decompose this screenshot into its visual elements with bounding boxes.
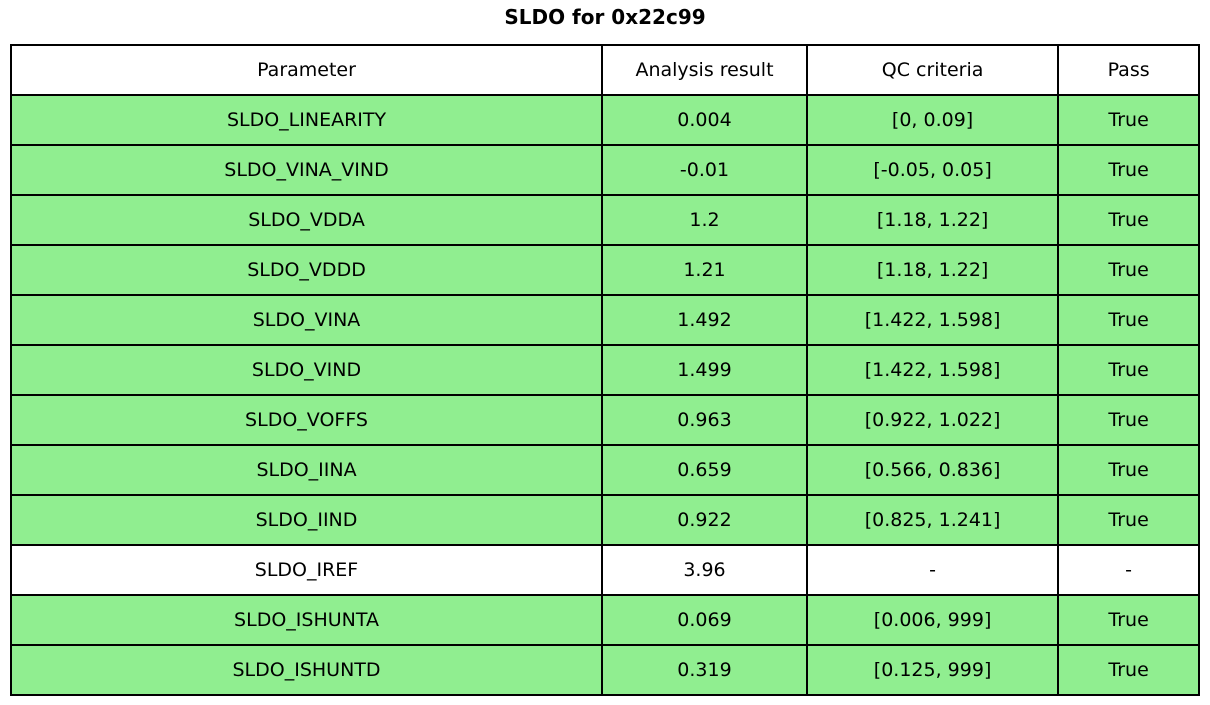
cell-pass: True	[1057, 594, 1200, 646]
cell-parameter: SLDO_VIND	[9, 344, 604, 396]
table-row: SLDO_VOFFS 0.963 [0.922, 1.022] True	[9, 394, 1200, 446]
cell-pass: True	[1057, 144, 1200, 196]
table-row: SLDO_VDDD 1.21 [1.18, 1.22] True	[9, 244, 1200, 296]
cell-pass: True	[1057, 644, 1200, 696]
table-row: SLDO_LINEARITY 0.004 [0, 0.09] True	[9, 94, 1200, 146]
cell-parameter: SLDO_ISHUNTD	[9, 644, 604, 696]
cell-parameter: SLDO_VDDA	[9, 194, 604, 246]
header-pass: Pass	[1057, 44, 1200, 96]
table-row: SLDO_IIND 0.922 [0.825, 1.241] True	[9, 494, 1200, 546]
cell-qc-criteria: [-0.05, 0.05]	[805, 144, 1060, 196]
cell-pass: True	[1057, 294, 1200, 346]
cell-analysis-result: 0.069	[601, 594, 808, 646]
table-row: SLDO_IINA 0.659 [0.566, 0.836] True	[9, 444, 1200, 496]
header-qc-criteria: QC criteria	[805, 44, 1060, 96]
cell-qc-criteria: [0, 0.09]	[805, 94, 1060, 146]
cell-parameter: SLDO_IIND	[9, 494, 604, 546]
cell-analysis-result: 1.492	[601, 294, 808, 346]
page-title: SLDO for 0x22c99	[504, 5, 706, 29]
table-row: SLDO_VDDA 1.2 [1.18, 1.22] True	[9, 194, 1200, 246]
cell-pass: True	[1057, 94, 1200, 146]
cell-qc-criteria: [0.006, 999]	[805, 594, 1060, 646]
cell-pass: True	[1057, 344, 1200, 396]
header-analysis-result: Analysis result	[601, 44, 808, 96]
cell-qc-criteria: [1.18, 1.22]	[805, 244, 1060, 296]
table-row: SLDO_IREF 3.96- -	[9, 544, 1200, 596]
table-row: SLDO_ISHUNTA 0.069 [0.006, 999] True	[9, 594, 1200, 646]
cell-analysis-result: 0.963	[601, 394, 808, 446]
cell-analysis-result: 3.96	[601, 544, 808, 596]
cell-qc-criteria: -	[805, 544, 1060, 596]
qc-results-table: Parameter Analysis result QC criteria Pa…	[9, 44, 1200, 696]
cell-parameter: SLDO_VINA	[9, 294, 604, 346]
cell-qc-criteria: [1.422, 1.598]	[805, 344, 1060, 396]
cell-parameter: SLDO_IINA	[9, 444, 604, 496]
cell-pass: True	[1057, 444, 1200, 496]
cell-qc-criteria: [1.422, 1.598]	[805, 294, 1060, 346]
table-body: SLDO_LINEARITY 0.004 [0, 0.09] True SLDO_VIN…	[9, 94, 1200, 696]
cell-qc-criteria: [0.566, 0.836]	[805, 444, 1060, 496]
cell-qc-criteria: [0.922, 1.022]	[805, 394, 1060, 446]
table-row: SLDO_VINA_VIND -0.01 [-0.05, 0.05] True	[9, 144, 1200, 196]
table-row: SLDO_VINA 1.492 [1.422, 1.598] True	[9, 294, 1200, 346]
cell-analysis-result: -0.01	[601, 144, 808, 196]
cell-pass: True	[1057, 194, 1200, 246]
table-row: SLDO_VIND 1.499 [1.422, 1.598] True	[9, 344, 1200, 396]
cell-analysis-result: 1.21	[601, 244, 808, 296]
cell-pass: True	[1057, 244, 1200, 296]
cell-pass: True	[1057, 394, 1200, 446]
header-parameter: Parameter	[9, 44, 604, 96]
cell-parameter: SLDO_IREF	[9, 544, 604, 596]
cell-qc-criteria: [0.125, 999]	[805, 644, 1060, 696]
cell-parameter: SLDO_VDDD	[9, 244, 604, 296]
cell-analysis-result: 1.2	[601, 194, 808, 246]
cell-parameter: SLDO_ISHUNTA	[9, 594, 604, 646]
cell-pass: -	[1057, 544, 1200, 596]
cell-analysis-result: 0.004	[601, 94, 808, 146]
table-row: SLDO_ISHUNTD 0.319 [0.125, 999] True	[9, 644, 1200, 696]
cell-analysis-result: 0.659	[601, 444, 808, 496]
cell-parameter: SLDO_VOFFS	[9, 394, 604, 446]
cell-analysis-result: 0.922	[601, 494, 808, 546]
cell-qc-criteria: [0.825, 1.241]	[805, 494, 1060, 546]
cell-parameter: SLDO_VINA_VIND	[9, 144, 604, 196]
cell-analysis-result: 1.499	[601, 344, 808, 396]
header-row: Parameter Analysis result QC criteria Pa…	[9, 44, 1200, 96]
table-header: Parameter Analysis result QC criteria Pa…	[9, 44, 1200, 96]
cell-pass: True	[1057, 494, 1200, 546]
cell-analysis-result: 0.319	[601, 644, 808, 696]
cell-qc-criteria: [1.18, 1.22]	[805, 194, 1060, 246]
cell-parameter: SLDO_LINEARITY	[9, 94, 604, 146]
